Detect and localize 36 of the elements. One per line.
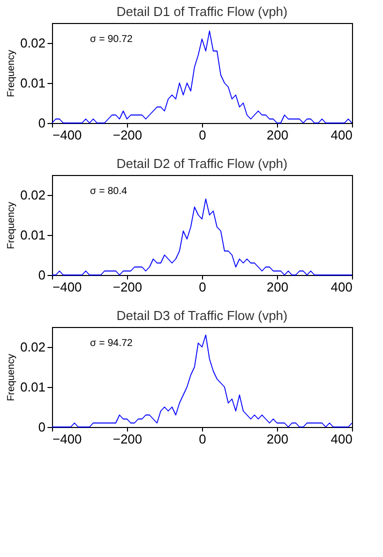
y-tick-label: 0 [38, 116, 46, 130]
chart-title: Detail D2 of Traffic Flow (vph) [116, 156, 288, 171]
annotation: σ = 90.72 [90, 34, 134, 45]
chart-title: Detail D1 of Traffic Flow (vph) [116, 4, 288, 19]
x-tick-label: 400 [330, 128, 352, 142]
x-tick-label: −200 [112, 432, 142, 446]
annotation: σ = 94.72 [90, 338, 134, 349]
x-tick-label: −400 [52, 432, 82, 446]
x-tick-label: 200 [266, 280, 288, 294]
x-tick-label: 400 [330, 280, 352, 294]
y-tick-label: 0.02 [20, 188, 46, 202]
y-tick-label: 0.02 [20, 340, 46, 354]
y-axis-title: Frequency [6, 50, 18, 98]
x-tick-label: −200 [112, 128, 142, 142]
x-tick-label: 200 [266, 128, 288, 142]
x-tick-label: −200 [112, 280, 142, 294]
y-tick-label: 0.02 [20, 36, 46, 50]
y-tick-label: 0.01 [20, 76, 46, 90]
y-tick-label: 0 [38, 420, 46, 434]
x-tick-label: 200 [266, 432, 288, 446]
x-tick-label: 0 [198, 280, 206, 294]
y-tick-label: 0.01 [20, 228, 46, 242]
x-tick-label: −400 [52, 280, 82, 294]
x-tick-label: 400 [330, 432, 352, 446]
y-axis-title: Frequency [6, 202, 18, 250]
y-tick-label: 0 [38, 268, 46, 282]
line-series [52, 334, 352, 428]
annotation: σ = 80.4 [90, 186, 128, 197]
line-series [52, 198, 352, 276]
y-tick-label: 0.01 [20, 380, 46, 394]
x-tick-label: −400 [52, 128, 82, 142]
chart-title: Detail D3 of Traffic Flow (vph) [116, 308, 288, 323]
x-tick-label: 0 [198, 128, 206, 142]
line-series [52, 30, 352, 124]
x-tick-label: 0 [198, 432, 206, 446]
y-axis-title: Frequency [6, 354, 18, 402]
